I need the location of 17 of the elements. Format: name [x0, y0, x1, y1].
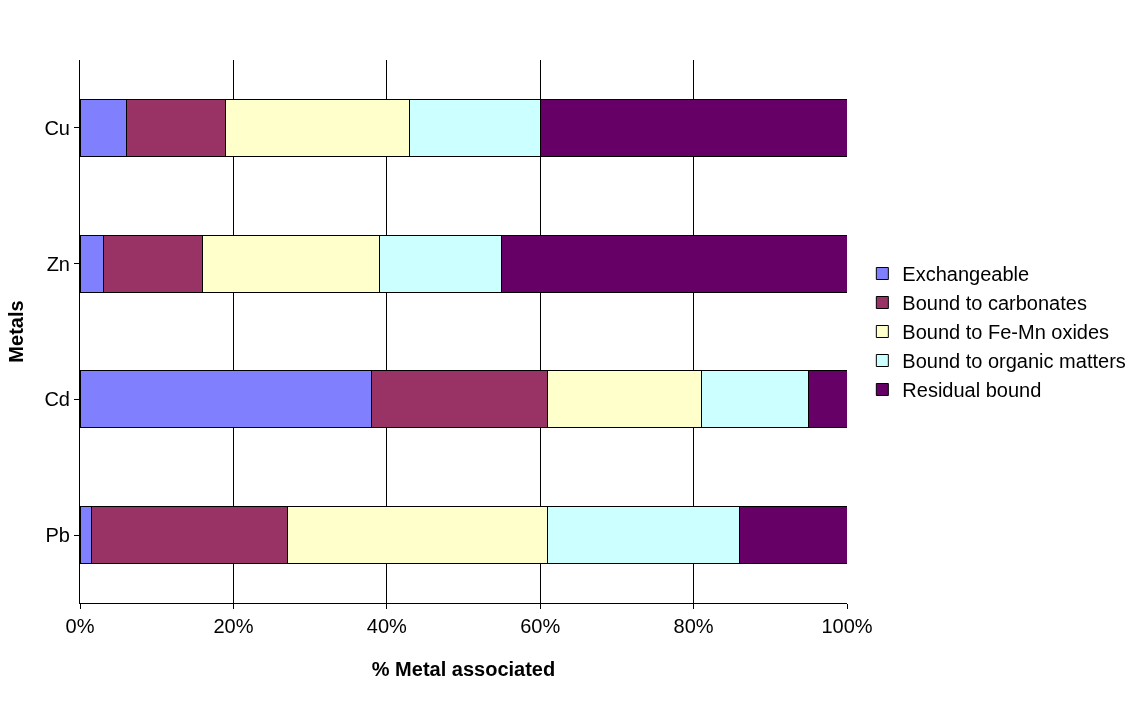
x-tick-label: 100%	[821, 615, 873, 637]
legend-label: Bound to organic matters	[902, 350, 1126, 373]
y-axis-title: Metals	[4, 300, 27, 363]
x-tick-label: 60%	[520, 615, 561, 637]
x-tick-label: 40%	[366, 615, 408, 637]
y-tick-label: Cu	[44, 116, 70, 139]
legend-label: Bound to Fe-Mn oxides	[902, 321, 1110, 344]
y-tick-label: Cd	[44, 388, 70, 411]
legend-label: Bound to carbonates	[902, 292, 1087, 315]
x-tick-label: 0%	[65, 615, 95, 637]
y-tick-label: Zn	[46, 252, 70, 275]
legend-label: Residual bound	[902, 379, 1042, 402]
x-axis-title: % Metal associated	[371, 657, 556, 680]
y-tick-label: Pb	[45, 524, 70, 547]
x-tick-label: 80%	[673, 615, 714, 637]
x-tick-label: 20%	[213, 615, 254, 637]
legend-label: Exchangeable	[902, 263, 1030, 286]
